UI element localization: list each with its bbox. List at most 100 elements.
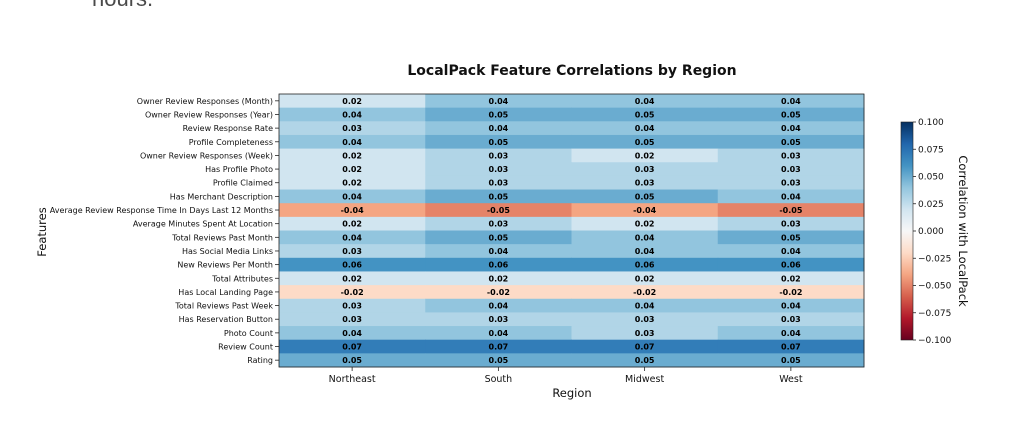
heatmap-cell	[425, 107, 572, 122]
heatmap-cell	[571, 134, 719, 150]
cell-value-label: -0.04	[341, 206, 364, 215]
cell-value-label: 0.02	[781, 274, 801, 283]
y-tick-label: Average Review Response Time In Days Las…	[50, 206, 273, 215]
heatmap-cell	[279, 121, 426, 136]
heatmap-cell	[571, 298, 719, 313]
cell-value-label: 0.05	[635, 138, 655, 147]
heatmap-cell	[717, 175, 865, 191]
cell-value-label: 0.03	[635, 315, 655, 324]
x-tick-label: Midwest	[625, 374, 664, 385]
cell-value-label: 0.02	[342, 97, 362, 106]
heatmap-cell	[717, 148, 865, 163]
cell-value-label: 0.03	[342, 315, 362, 324]
heatmap-cell	[717, 339, 865, 354]
heatmap-cell	[425, 339, 572, 354]
heatmap-cell	[279, 162, 426, 177]
heatmap-cell	[717, 189, 865, 204]
heatmap-cell	[279, 134, 426, 150]
colorbar-tick-label: 0.075	[918, 145, 944, 155]
cell-value-label: -0.04	[633, 206, 656, 215]
cell-value-label: 0.07	[781, 343, 801, 352]
cell-value-label: 0.04	[635, 124, 655, 133]
heatmap-cell	[717, 271, 865, 286]
heatmap-cells	[279, 94, 865, 368]
heatmap-cell	[717, 203, 865, 218]
cell-value-label: 0.02	[342, 179, 362, 188]
heatmap-cell	[425, 134, 572, 150]
heatmap-cell	[717, 94, 865, 109]
y-tick-label: Total Attributes	[211, 274, 273, 283]
y-tick-label: Photo Count	[224, 329, 273, 338]
cell-value-label: 0.04	[635, 302, 655, 311]
cell-value-label: 0.06	[342, 261, 362, 270]
cell-value-label: 0.02	[342, 165, 362, 174]
colorbar-label: Correlation with LocalPack	[956, 155, 970, 307]
heatmap-cell	[571, 326, 719, 341]
heatmap-cell	[279, 271, 426, 286]
cell-value-label: 0.03	[489, 151, 509, 160]
cell-value-label: 0.05	[635, 192, 655, 201]
colorbar-tick-label: −0.025	[918, 254, 951, 264]
cell-value-label: 0.02	[635, 151, 655, 160]
heatmap-cell	[571, 339, 719, 354]
cell-value-label: 0.04	[342, 233, 362, 242]
heatmap-cell	[425, 94, 572, 109]
cell-value-label: 0.03	[781, 315, 801, 324]
heatmap-cell	[717, 312, 865, 327]
heatmap-cell	[571, 148, 719, 163]
heatmap-cell	[425, 216, 572, 231]
x-tick-label: Northeast	[329, 374, 376, 385]
y-tick-label: Has Profile Photo	[205, 165, 273, 174]
cell-value-label: 0.02	[635, 274, 655, 283]
heatmap-cell	[571, 107, 719, 122]
heatmap-cell	[425, 312, 572, 327]
heatmap-cell	[717, 353, 865, 368]
cell-value-label: 0.06	[781, 261, 801, 270]
heatmap-cell	[717, 257, 865, 272]
heatmap-cell	[425, 257, 572, 272]
heatmap-cell	[571, 271, 719, 286]
heatmap-cell	[279, 257, 426, 272]
cell-value-label: 0.04	[489, 329, 509, 338]
colorbar-ticks: 0.100 0.075 0.050 0.025 0.000 −0.025 −0.050 −0.…	[913, 118, 952, 346]
heatmap-cell	[717, 326, 865, 341]
cell-value-label: 0.03	[781, 151, 801, 160]
x-tick-label: West	[779, 374, 803, 385]
cell-value-label: 0.02	[489, 274, 509, 283]
cell-value-label: 0.05	[781, 110, 801, 119]
heatmap-cell	[571, 285, 719, 300]
cell-value-label: 0.04	[635, 247, 655, 256]
cell-value-label: 0.02	[342, 220, 362, 229]
cell-value-label: 0.02	[342, 274, 362, 283]
heatmap-cell	[425, 175, 572, 191]
cell-value-label: 0.03	[781, 165, 801, 174]
heatmap-cell	[571, 203, 719, 218]
x-tick-labels: Northeast South Midwest West	[329, 367, 803, 385]
cell-value-label: 0.07	[342, 343, 362, 352]
heatmap-cell	[279, 244, 426, 259]
cell-value-label: 0.03	[489, 179, 509, 188]
colorbar-tick-label: 0.100	[918, 118, 944, 128]
heatmap-cell-labels: 0.02 0.04 0.04 0.04 0.04 0.05 0.05 0.05 0.03 0.04…	[341, 97, 803, 365]
cell-value-label: 0.03	[635, 329, 655, 338]
heatmap-cell	[425, 326, 572, 341]
heatmap-cell	[717, 121, 865, 136]
colorbar-tick-label: −0.075	[918, 309, 951, 319]
cell-value-label: 0.06	[635, 261, 655, 270]
heatmap-cell	[279, 203, 426, 218]
heatmap-cell	[279, 148, 426, 163]
heatmap-cell	[425, 162, 572, 177]
y-tick-label: Has Merchant Description	[170, 192, 273, 201]
y-tick-label: Rating	[247, 356, 273, 365]
heatmap-cell	[279, 339, 426, 354]
heatmap-cell	[717, 230, 865, 245]
heatmap-cell	[279, 107, 426, 122]
y-tick-label: Owner Review Responses (Week)	[140, 151, 273, 160]
heatmap-cell	[571, 353, 719, 368]
heatmap-cell	[279, 285, 426, 300]
heatmap-cell	[425, 230, 572, 245]
cell-value-label: 0.04	[342, 329, 362, 338]
y-tick-labels: Owner Review Responses (Month) Owner Revi…	[50, 97, 279, 365]
cell-value-label: 0.03	[781, 179, 801, 188]
